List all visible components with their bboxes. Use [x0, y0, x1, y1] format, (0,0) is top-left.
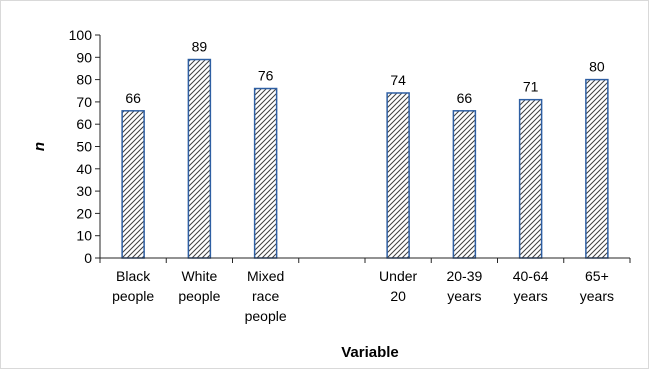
y-tick-label: 40	[76, 161, 92, 177]
bar-value-label: 71	[523, 79, 539, 95]
bar	[187, 58, 212, 259]
bar-value-label: 66	[457, 90, 473, 106]
x-axis-title: Variable	[341, 344, 399, 361]
x-category-label: White people	[178, 268, 220, 304]
bar-value-label: 80	[589, 59, 605, 75]
bar	[121, 110, 145, 259]
y-axis-title: n	[31, 142, 48, 151]
y-tick-label: 30	[76, 183, 92, 199]
bar-value-label: 66	[125, 90, 141, 106]
bar	[452, 110, 477, 259]
y-tick-label: 0	[84, 250, 92, 266]
y-tick-label: 10	[76, 228, 92, 244]
y-tick-label: 90	[76, 49, 92, 65]
y-tick-label: 60	[76, 116, 92, 132]
bar	[386, 92, 410, 259]
bars-group: 66 89 76 74 66 71 80	[121, 39, 609, 259]
x-axis-ticks: Black people White people Mixed race people Und…	[99, 258, 631, 324]
x-category-label: Mixed race people	[245, 268, 287, 324]
bar-value-label: 76	[258, 68, 274, 84]
y-tick-label: 70	[76, 94, 92, 110]
y-axis-ticks: 0 10 20 30 40 50 60 70 80 90 100	[69, 27, 100, 266]
x-category-label: 20-39 years	[446, 268, 482, 304]
bar	[585, 78, 609, 259]
bar	[253, 87, 278, 259]
x-category-label: Under 20	[379, 268, 417, 304]
x-category-label: Black people	[112, 268, 154, 304]
y-tick-label: 50	[76, 139, 92, 155]
x-category-label: 40-64 years	[513, 268, 549, 304]
y-tick-label: 100	[69, 27, 93, 43]
bar-value-label: 89	[192, 39, 208, 55]
bar	[518, 98, 543, 259]
x-category-label: 65+ years	[580, 268, 614, 304]
y-tick-label: 20	[76, 205, 92, 221]
bar-value-label: 74	[390, 72, 406, 88]
y-tick-label: 80	[76, 72, 92, 88]
